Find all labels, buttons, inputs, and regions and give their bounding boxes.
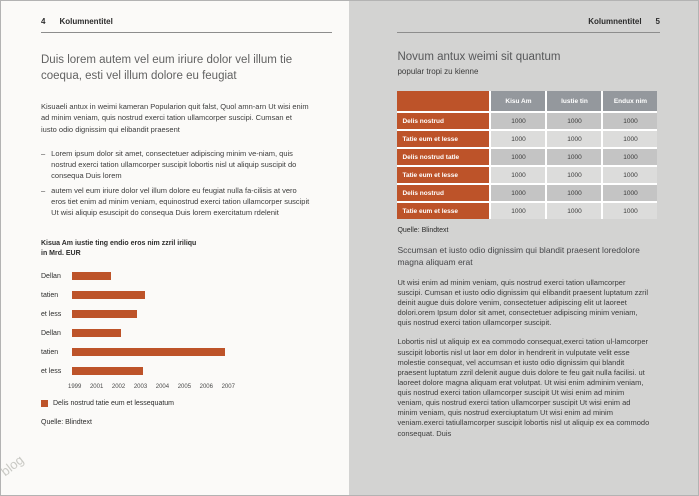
bar	[72, 310, 137, 319]
bullet-text: Lorem ipsum dolor sit amet, consectetuer…	[51, 148, 297, 181]
table-cell: 1000	[603, 113, 658, 129]
header-rule-left	[41, 32, 333, 33]
legend-swatch-icon	[41, 399, 48, 407]
bar-chart: Kisua Am iustie ting endio eros nim zzri…	[41, 239, 246, 426]
table-col-header: Endux nim	[603, 91, 658, 111]
subheading: Sccumsan et iusto odio dignissim qui bla…	[397, 245, 640, 267]
bar	[72, 291, 145, 300]
table-cell: 1000	[547, 185, 602, 201]
table-row-label: Delis nostrud	[397, 113, 490, 129]
bar-track	[72, 291, 229, 300]
section-title: Novum antux weimi sit quantum	[397, 51, 561, 63]
chart-row: et less	[41, 362, 246, 381]
chart-row: tatien	[41, 343, 246, 362]
table-cell: 1000	[547, 149, 602, 165]
table-row-label: Delis nostrud	[397, 185, 490, 201]
chart-row: Dellan	[41, 267, 246, 286]
table-cell: 1000	[547, 113, 602, 129]
table-col-header: Kisu Am	[491, 91, 546, 111]
page-header-left: 4 Kolumnentitel	[41, 17, 332, 26]
bullet-list: – Lorem ipsum dolor sit amet, consectetu…	[41, 148, 313, 219]
article-title: Duis lorem autem vel eum iriure dolor ve…	[41, 54, 293, 82]
bullet-dash: –	[41, 148, 46, 158]
running-header-right: Kolumnentitel	[588, 17, 642, 26]
data-table: Kisu Am Iustie tin Endux nim Delis nostr…	[397, 91, 658, 219]
table-cell: 1000	[603, 167, 658, 183]
chart-row: et less	[41, 305, 246, 324]
table-cell: 1000	[491, 131, 546, 147]
chart-subtitle: in Mrd. EUR	[41, 250, 81, 258]
bar-track	[72, 272, 229, 281]
bar	[72, 367, 143, 376]
bar-track	[72, 310, 229, 319]
bullet-text: autem vel eum iriure dolor vel illum dol…	[51, 185, 310, 218]
table-row-label: Tatie eum et lesse	[397, 203, 490, 219]
bar	[72, 348, 226, 357]
table-cell: 1000	[491, 113, 546, 129]
body-paragraph: Lobortis nisl ut aliquip ex ea commodo c…	[397, 337, 650, 438]
table-row-label: Tatie eum et lesse	[397, 167, 490, 183]
x-tick: 2001	[89, 383, 104, 390]
table-cell: 1000	[547, 167, 602, 183]
x-tick: 2002	[111, 383, 126, 390]
page-number-left: 4	[41, 17, 46, 26]
table-cell: 1000	[491, 203, 546, 219]
table-row-label: Tatie eum et lesse	[397, 131, 490, 147]
table-cell: 1000	[603, 149, 658, 165]
category-label: et less	[41, 310, 62, 318]
table-cell: 1000	[491, 149, 546, 165]
table-cell: 1000	[603, 185, 658, 201]
category-label: Dellan	[41, 272, 61, 280]
section-subtitle: popular tropi zu kienne	[397, 67, 479, 76]
chart-source: Quelle: Blindtext	[41, 418, 92, 426]
x-tick: 2004	[155, 383, 170, 390]
bullet-dash: –	[41, 185, 46, 195]
body-paragraph: Ut wisi enim ad minim veniam, quis nostr…	[397, 277, 649, 328]
x-tick: 1999	[68, 383, 82, 390]
page-header-right: Kolumnentitel 5	[397, 17, 660, 26]
bullet-item: – autem vel eum iriure dolor vel illum d…	[41, 185, 313, 219]
table-cell: 1000	[491, 167, 546, 183]
chart-row: Dellan	[41, 324, 246, 343]
legend-label: Delis nostrud tatie eum et lessequatum	[53, 399, 175, 407]
intro-paragraph: Kisuaeli antux in weimi kameran Populari…	[41, 102, 309, 134]
page-right: Kolumnentitel 5 Novum antux weimi sit qu…	[349, 1, 698, 495]
x-tick: 2003	[133, 383, 148, 390]
table-cell: 1000	[547, 131, 602, 147]
table-source: Quelle: Blindtext	[397, 227, 449, 234]
bar	[72, 272, 112, 281]
chart-legend: Delis nostrud tatie eum et lessequatum	[41, 399, 246, 407]
bar-track	[72, 348, 229, 357]
table-col-header: Iustie tin	[547, 91, 602, 111]
page-left: 4 Kolumnentitel Duis lorem autem vel eum…	[0, 1, 350, 495]
table-cell: 1000	[603, 203, 658, 219]
x-tick: 2007	[221, 383, 235, 390]
bar	[72, 329, 122, 338]
table-cell: 1000	[603, 131, 658, 147]
x-tick: 2006	[199, 383, 213, 390]
table-row-label: Delis nostrud tatle	[397, 149, 490, 165]
x-axis: 1999 2001 2002 2003 2004 2005 2006 2007	[68, 384, 235, 390]
table-cell: 1000	[491, 185, 546, 201]
watermark: blog	[0, 452, 27, 479]
category-label: Dellan	[41, 329, 61, 337]
category-label: tatien	[41, 291, 59, 299]
page-number-right: 5	[655, 17, 660, 26]
category-label: et less	[41, 367, 62, 375]
bullet-item: – Lorem ipsum dolor sit amet, consectetu…	[41, 148, 313, 182]
chart-rows: Dellan tatien et less Dellan tatien	[41, 267, 246, 381]
x-tick: 2005	[177, 383, 192, 390]
bar-track	[72, 367, 229, 376]
chart-title: Kisua Am iustie ting endio eros nim zzri…	[41, 240, 197, 248]
running-header-left: Kolumnentitel	[59, 17, 113, 26]
chart-row: tatien	[41, 286, 246, 305]
category-label: tatien	[41, 348, 59, 356]
bar-track	[72, 329, 229, 338]
header-rule-right	[397, 32, 660, 33]
table-cell: 1000	[547, 203, 602, 219]
table-corner-cell	[397, 91, 490, 111]
